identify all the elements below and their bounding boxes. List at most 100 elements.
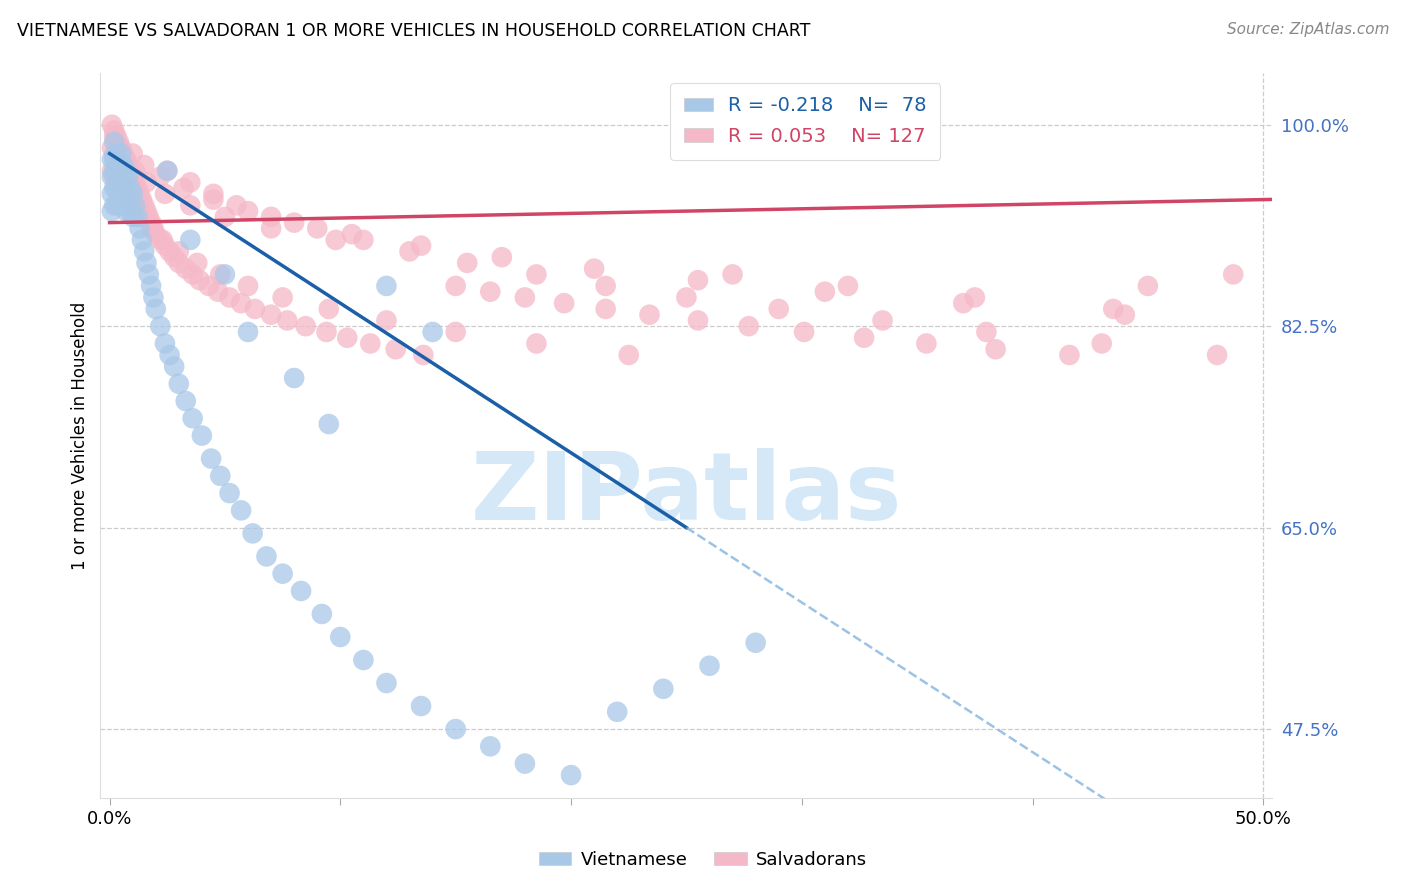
- Point: [479, 285, 502, 299]
- Point: [188, 273, 211, 287]
- Point: [1059, 348, 1081, 362]
- Point: [814, 285, 837, 299]
- Text: Source: ZipAtlas.com: Source: ZipAtlas.com: [1226, 22, 1389, 37]
- Point: [138, 268, 160, 282]
- Point: [117, 181, 139, 195]
- Point: [207, 285, 229, 299]
- Point: [103, 169, 125, 184]
- Point: [105, 198, 128, 212]
- Point: [294, 319, 316, 334]
- Point: [491, 250, 513, 264]
- Point: [108, 141, 131, 155]
- Point: [156, 164, 179, 178]
- Point: [163, 359, 186, 374]
- Point: [172, 181, 194, 195]
- Point: [686, 313, 709, 327]
- Point: [318, 301, 340, 316]
- Point: [963, 290, 986, 304]
- Point: [229, 296, 252, 310]
- Point: [271, 566, 294, 581]
- Point: [105, 153, 128, 167]
- Point: [325, 233, 347, 247]
- Point: [128, 221, 150, 235]
- Point: [1091, 336, 1114, 351]
- Point: [375, 279, 398, 293]
- Point: [236, 279, 259, 293]
- Point: [271, 290, 294, 304]
- Point: [145, 301, 167, 316]
- Point: [456, 256, 478, 270]
- Point: [409, 699, 432, 714]
- Point: [114, 204, 136, 219]
- Legend: Vietnamese, Salvadorans: Vietnamese, Salvadorans: [531, 844, 875, 876]
- Point: [359, 336, 381, 351]
- Point: [1102, 301, 1125, 316]
- Point: [128, 186, 150, 201]
- Point: [101, 164, 124, 178]
- Point: [108, 175, 131, 189]
- Point: [139, 216, 162, 230]
- Point: [721, 268, 744, 282]
- Point: [699, 658, 721, 673]
- Point: [149, 233, 172, 247]
- Point: [153, 238, 176, 252]
- Point: [112, 146, 135, 161]
- Point: [526, 336, 548, 351]
- Point: [675, 290, 697, 304]
- Point: [159, 348, 181, 362]
- Point: [105, 129, 128, 144]
- Point: [174, 261, 197, 276]
- Point: [315, 325, 337, 339]
- Point: [243, 301, 266, 316]
- Point: [134, 158, 156, 172]
- Point: [214, 268, 236, 282]
- Point: [114, 153, 136, 167]
- Point: [352, 233, 374, 247]
- Point: [121, 193, 143, 207]
- Point: [110, 141, 132, 155]
- Point: [101, 204, 124, 219]
- Point: [110, 146, 132, 161]
- Point: [513, 756, 536, 771]
- Y-axis label: 1 or more Vehicles in Household: 1 or more Vehicles in Household: [72, 301, 89, 570]
- Point: [103, 153, 125, 167]
- Point: [218, 290, 240, 304]
- Point: [260, 308, 283, 322]
- Point: [336, 331, 359, 345]
- Point: [134, 244, 156, 259]
- Point: [276, 313, 298, 327]
- Point: [124, 164, 146, 178]
- Legend: R = -0.218    N=  78, R = 0.053    N= 127: R = -0.218 N= 78, R = 0.053 N= 127: [671, 83, 941, 160]
- Point: [112, 158, 135, 172]
- Point: [595, 279, 617, 293]
- Point: [218, 486, 240, 500]
- Point: [134, 198, 156, 212]
- Point: [595, 301, 617, 316]
- Point: [560, 768, 582, 782]
- Point: [583, 261, 606, 276]
- Point: [142, 221, 165, 235]
- Point: [101, 169, 124, 184]
- Point: [198, 279, 221, 293]
- Point: [768, 301, 790, 316]
- Point: [103, 198, 125, 212]
- Point: [101, 118, 124, 132]
- Point: [153, 336, 176, 351]
- Point: [200, 451, 222, 466]
- Point: [103, 146, 125, 161]
- Point: [112, 175, 135, 189]
- Point: [1222, 268, 1244, 282]
- Point: [283, 371, 305, 385]
- Point: [179, 233, 201, 247]
- Point: [638, 308, 661, 322]
- Point: [110, 181, 132, 195]
- Point: [120, 181, 142, 195]
- Point: [793, 325, 815, 339]
- Point: [131, 233, 153, 247]
- Point: [384, 343, 406, 357]
- Point: [105, 181, 128, 195]
- Point: [114, 153, 136, 167]
- Point: [110, 164, 132, 178]
- Point: [617, 348, 640, 362]
- Point: [984, 343, 1007, 357]
